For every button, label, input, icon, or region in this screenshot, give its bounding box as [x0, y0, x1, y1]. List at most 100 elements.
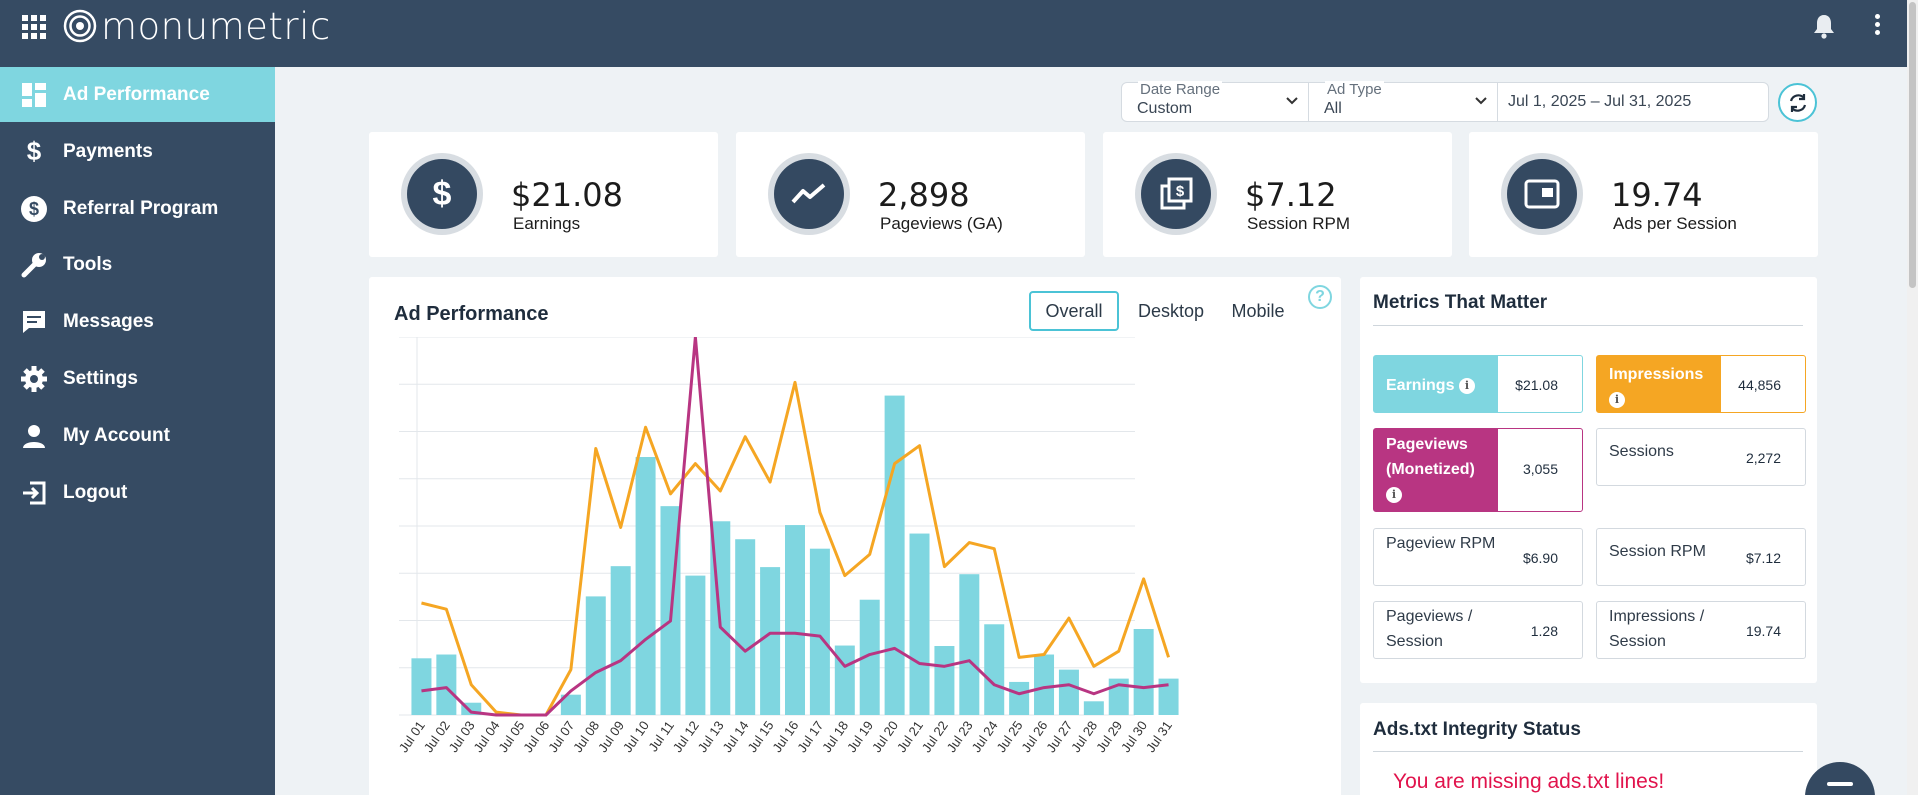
- chart-bar: [984, 624, 1005, 715]
- metric-value: 2,272: [1745, 450, 1781, 466]
- chart-bar: [1133, 629, 1154, 715]
- sidebar-item-messages[interactable]: Messages: [0, 294, 275, 349]
- sidebar-item-my-account[interactable]: My Account: [0, 408, 275, 463]
- tab-mobile[interactable]: Mobile: [1231, 300, 1285, 321]
- sidebar-item-label: Payments: [63, 140, 153, 162]
- dollar-pages-icon: $: [1160, 177, 1193, 210]
- scrollbar-thumb[interactable]: [1909, 2, 1916, 288]
- chart-bar: [735, 539, 756, 715]
- stat-icon-wrapper: [768, 153, 850, 235]
- ad-type-label: Ad Type: [1325, 81, 1384, 98]
- panel-title: Ads.txt Integrity Status: [1373, 719, 1581, 740]
- chart-bar: [610, 566, 631, 715]
- x-tick-label: Jul 19: [844, 718, 876, 755]
- apps-grid-icon[interactable]: [22, 15, 46, 39]
- metric-color-block: Impressions i: [1597, 356, 1721, 412]
- chart-bar: [760, 567, 781, 715]
- stat-card-session-rpm: $ $7.12 Session RPM: [1103, 132, 1452, 257]
- x-tick-label: Jul 09: [595, 718, 627, 755]
- chart-line-pageviews: [421, 337, 1169, 717]
- stat-value: 2,898: [878, 176, 970, 214]
- date-range-value: Custom: [1137, 100, 1193, 117]
- svg-text:$: $: [29, 199, 39, 219]
- bell-icon[interactable]: [1813, 13, 1835, 39]
- trend-line-icon: [791, 183, 826, 204]
- ad-type-select[interactable]: Ad Type All: [1308, 81, 1498, 122]
- sidebar-item-tools[interactable]: Tools: [0, 237, 275, 292]
- chart-bar: [436, 654, 457, 715]
- date-range-input[interactable]: Jul 1, 2025 – Jul 31, 2025: [1497, 82, 1769, 122]
- metric-label: Pageviews / Session: [1386, 608, 1473, 650]
- metric-impressions[interactable]: Impressions i 44,856: [1596, 355, 1806, 413]
- page-scrollbar[interactable]: [1907, 0, 1918, 795]
- x-tick-label: Jul 24: [968, 718, 1000, 755]
- more-menu-icon[interactable]: [1870, 14, 1884, 38]
- metric-value: 19.74: [1745, 623, 1781, 639]
- tab-overall[interactable]: Overall: [1029, 291, 1119, 331]
- info-icon[interactable]: i: [1458, 377, 1475, 394]
- x-tick-label: Jul 31: [1143, 718, 1175, 755]
- metric-pageviews-monetized[interactable]: Pageviews (Monetized) i 3,055: [1373, 428, 1583, 512]
- divider: [1373, 325, 1803, 326]
- metric-value: 44,856: [1738, 377, 1781, 393]
- wrench-icon: [19, 250, 49, 280]
- user-icon: [19, 421, 49, 451]
- info-icon[interactable]: i: [1386, 486, 1402, 503]
- x-tick-label: Jul 14: [719, 718, 751, 755]
- metric-impressions-per-session[interactable]: Impressions / Session 19.74: [1596, 601, 1806, 659]
- stat-card-earnings: $ $21.08 Earnings: [369, 132, 718, 257]
- metric-pageviews-per-session[interactable]: Pageviews / Session 1.28: [1373, 601, 1583, 659]
- x-tick-label: Jul 18: [819, 718, 851, 755]
- x-tick-label: Jul 21: [894, 718, 926, 755]
- logout-icon: [19, 478, 49, 508]
- metric-session-rpm[interactable]: Session RPM $7.12: [1596, 528, 1806, 586]
- x-tick-label: Jul 05: [495, 718, 527, 755]
- sidebar-item-ad-performance[interactable]: Ad Performance: [0, 67, 275, 122]
- date-range-select[interactable]: Date Range Custom: [1121, 81, 1309, 122]
- sidebar-item-logout[interactable]: Logout: [0, 465, 275, 520]
- ads-txt-warning[interactable]: You are missing ads.txt lines!: [1393, 770, 1665, 793]
- tab-desktop[interactable]: Desktop: [1137, 300, 1205, 321]
- chart-bar: [585, 596, 606, 715]
- x-tick-label: Jul 02: [421, 718, 453, 755]
- sidebar-item-settings[interactable]: Settings: [0, 351, 275, 406]
- chart-bar: [685, 575, 706, 715]
- chart-bar: [884, 395, 905, 715]
- x-tick-label: Jul 17: [794, 718, 826, 755]
- x-tick-label: Jul 13: [695, 718, 727, 755]
- metric-sessions[interactable]: Sessions 2,272: [1596, 428, 1806, 486]
- sidebar-item-label: Ad Performance: [63, 83, 210, 105]
- message-icon: [19, 307, 49, 337]
- x-tick-label: Jul 15: [744, 718, 776, 755]
- chart-bar: [959, 574, 980, 715]
- sidebar-item-payments[interactable]: $ Payments: [0, 124, 275, 179]
- sidebar-item-referral-program[interactable]: $ Referral Program: [0, 181, 275, 236]
- sidebar-item-label: Logout: [63, 481, 128, 503]
- metric-pageview-rpm[interactable]: Pageview RPM $6.90: [1373, 528, 1583, 586]
- metric-earnings[interactable]: Earnings i $21.08: [1373, 355, 1583, 413]
- stat-icon-wrapper: [1501, 153, 1583, 235]
- metric-label: Pageview RPM: [1386, 535, 1496, 552]
- ads-txt-panel: Ads.txt Integrity Status You are missing…: [1360, 703, 1817, 795]
- metric-label: Impressions / Session: [1609, 608, 1705, 650]
- x-tick-label: Jul 27: [1043, 718, 1075, 755]
- info-icon[interactable]: i: [1609, 391, 1625, 408]
- panel-title: Ad Performance: [394, 303, 549, 325]
- sidebar-item-label: Settings: [63, 367, 138, 389]
- sidebar-item-label: Messages: [63, 310, 154, 332]
- x-tick-label: Jul 12: [670, 718, 702, 755]
- x-tick-label: Jul 06: [520, 718, 552, 755]
- chart-bar: [785, 525, 805, 715]
- dollar-icon: $: [26, 136, 42, 166]
- logo[interactable]: monumetric: [63, 4, 331, 48]
- help-icon[interactable]: ?: [1308, 285, 1332, 309]
- divider: [1373, 751, 1803, 752]
- x-tick-label: Jul 29: [1093, 718, 1125, 755]
- metric-value: $7.12: [1745, 550, 1781, 566]
- chart-bar: [934, 646, 955, 715]
- chat-icon: [1827, 782, 1853, 786]
- refresh-button[interactable]: [1778, 83, 1817, 122]
- target-logo-icon: [63, 9, 97, 43]
- chart-bar: [1083, 701, 1104, 715]
